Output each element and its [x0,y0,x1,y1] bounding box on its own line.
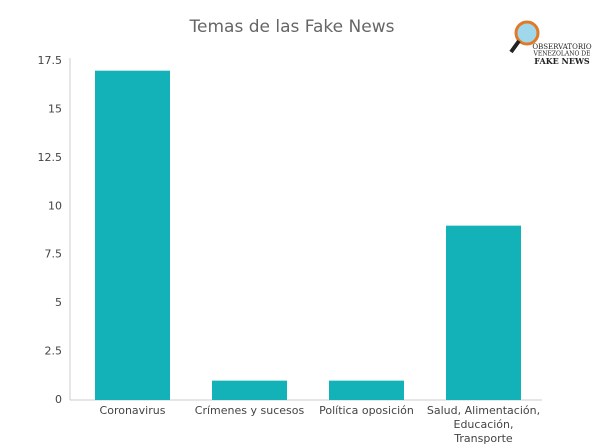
logo-text: OBSERVATORIO [532,43,592,51]
y-tick-label: 7.5 [45,248,63,261]
y-tick-label: 17.5 [38,54,63,67]
chart-title: Temas de las Fake News [189,17,395,37]
logo: OBSERVATORIO VENEZOLANO DE FAKE NEWS [509,20,592,66]
y-tick-label: 12.5 [38,151,63,164]
bar [329,380,404,400]
logo-handle [509,39,521,54]
y-tick-label: 15 [48,102,62,115]
bar [212,380,287,400]
x-tick-label: Crímenes y sucesos [194,404,305,417]
logo-lens [514,20,540,46]
y-tick-label: 5 [55,296,62,309]
y-tick-label: 0 [55,393,62,406]
logo-text: FAKE NEWS [534,56,590,66]
y-tick-label: 2.5 [45,345,63,358]
x-tick-label: Política oposición [319,404,414,417]
logo-text: VENEZOLANO DE [532,51,590,58]
x-tick-label: Salud, Alimentación, Educación, Transpor… [426,404,541,445]
y-tick-label: 10 [48,199,62,212]
x-tick-label: Coronavirus [99,404,166,417]
bar [446,225,521,400]
bar [95,70,170,400]
